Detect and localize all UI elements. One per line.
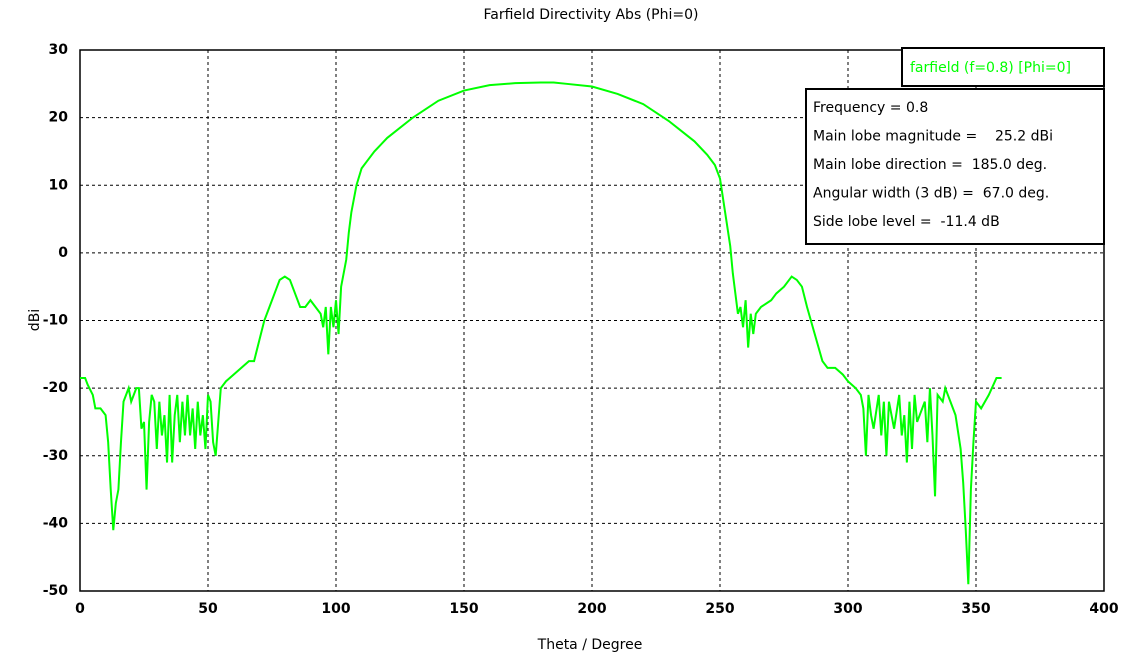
y-tick-label: -30 — [43, 448, 69, 464]
legend-box — [901, 47, 1105, 87]
annotation-text: Main lobe magnitude = 25.2 dBi — [813, 129, 1053, 145]
x-tick-label: 0 — [75, 601, 85, 617]
annotation-box — [805, 88, 1105, 245]
annotation-text: Side lobe level = -11.4 dB — [813, 214, 1000, 230]
y-tick-label: -50 — [43, 583, 69, 599]
annotation-text: Angular width (3 dB) = 67.0 deg. — [813, 186, 1049, 202]
y-tick-label: -40 — [43, 515, 69, 531]
x-tick-label: 200 — [577, 601, 606, 617]
annotation-text: Main lobe direction = 185.0 deg. — [813, 157, 1047, 173]
y-axis-label: dBi — [27, 309, 43, 331]
x-tick-label: 150 — [449, 601, 478, 617]
x-tick-label: 100 — [321, 601, 350, 617]
y-tick-label: 30 — [49, 42, 69, 58]
y-tick-label: 0 — [58, 245, 68, 261]
x-tick-label: 50 — [198, 601, 218, 617]
chart-title: Farfield Directivity Abs (Phi=0) — [484, 7, 699, 23]
x-tick-label: 350 — [961, 601, 990, 617]
y-tick-label: 20 — [49, 110, 69, 126]
legend-label: farfield (f=0.8) [Phi=0] — [910, 60, 1071, 76]
annotation-text: Frequency = 0.8 — [813, 100, 928, 116]
series-line — [80, 81, 1002, 585]
x-tick-label: 400 — [1089, 601, 1118, 617]
y-tick-label: -10 — [43, 313, 69, 329]
x-tick-label: 250 — [705, 601, 734, 617]
plot-frame — [79, 49, 1105, 592]
y-tick-label: -20 — [43, 380, 69, 396]
x-axis-label: Theta / Degree — [537, 637, 643, 653]
x-tick-label: 300 — [833, 601, 862, 617]
y-tick-label: 10 — [49, 177, 69, 193]
